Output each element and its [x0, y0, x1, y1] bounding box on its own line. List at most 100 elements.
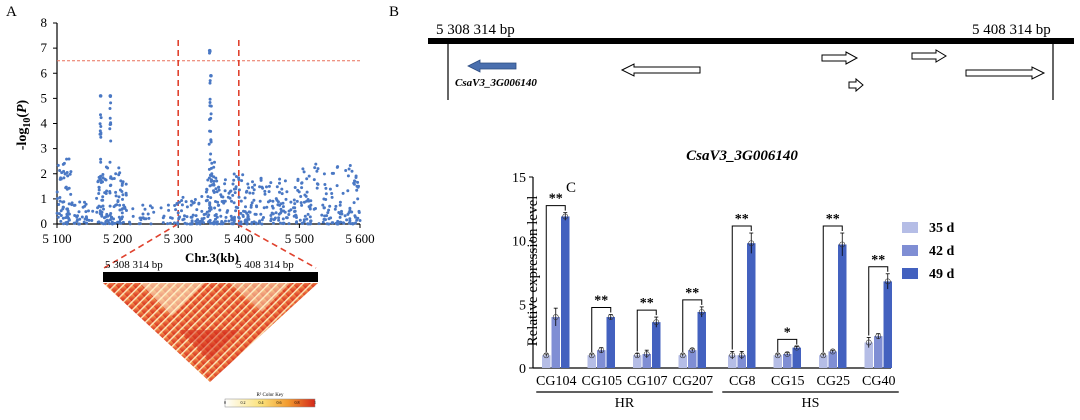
snp-point — [112, 217, 115, 221]
snp-point — [118, 171, 122, 175]
ld-dark-block — [180, 330, 240, 360]
snp-point — [180, 203, 184, 207]
snp-point — [142, 217, 146, 221]
bar — [542, 355, 551, 368]
snp-point — [212, 182, 216, 186]
snp-point — [303, 214, 307, 218]
snp-point — [104, 220, 108, 224]
snp-point — [279, 221, 282, 225]
snp-point — [296, 188, 300, 192]
snp-point — [322, 172, 326, 176]
snp-point — [123, 207, 127, 210]
snp-point — [354, 176, 358, 179]
snp-point — [70, 201, 74, 205]
snp-point — [234, 209, 238, 213]
snp-point — [162, 214, 166, 218]
snp-point — [216, 203, 220, 207]
replicate-point — [634, 352, 641, 359]
snp-point — [114, 190, 118, 194]
replicate-point — [562, 213, 569, 220]
replicate-point — [829, 348, 836, 355]
snp-point — [306, 222, 310, 226]
snp-point — [263, 189, 267, 193]
snp-point — [300, 221, 304, 225]
snp-point — [226, 195, 230, 199]
snp-point — [269, 219, 273, 223]
snp-point — [60, 171, 64, 175]
snp-point — [117, 215, 121, 219]
snp-point — [232, 220, 236, 224]
snp-point — [314, 207, 317, 210]
snp-point — [175, 202, 179, 206]
snp-point — [131, 214, 135, 218]
y-tick-label: 7 — [41, 40, 48, 55]
snp-point — [185, 215, 189, 219]
snp-point — [215, 190, 219, 194]
snp-point — [234, 205, 238, 209]
bar — [874, 336, 883, 368]
y-tick-label: 4 — [41, 116, 48, 131]
snp-point — [313, 166, 317, 170]
snp-point — [302, 218, 306, 222]
snp-point — [250, 222, 254, 226]
snp-point — [252, 220, 256, 224]
bar-category-labels: CG104 CG105 CG107 CG207 CG8 CG15 CG25 CG40 — [536, 374, 895, 389]
snp-point — [113, 221, 117, 225]
snp-point — [274, 197, 278, 201]
significance-label: ** — [735, 212, 749, 227]
snp-point — [141, 212, 145, 216]
group-label: HS — [802, 396, 820, 411]
snp-point — [208, 101, 212, 104]
snp-point — [96, 220, 100, 224]
snp-point — [104, 178, 108, 182]
snp-point — [209, 166, 213, 170]
snp-point — [55, 211, 59, 215]
snp-point — [277, 212, 281, 216]
snp-point — [84, 210, 88, 214]
snp-point — [243, 196, 247, 200]
bar-axes — [532, 177, 891, 369]
snp-point — [161, 221, 165, 225]
snp-point — [62, 222, 65, 226]
snp-point — [308, 215, 312, 219]
snp-point — [67, 186, 71, 190]
gene-arrow-forward-3 — [965, 66, 1046, 80]
color-key-tick: 0.6 — [277, 400, 282, 405]
snp-point — [231, 182, 235, 186]
snp-point — [65, 222, 69, 226]
snp-point — [354, 221, 357, 225]
snp-point — [300, 181, 304, 185]
gene-map-end-label: 5 408 314 bp — [972, 22, 1051, 38]
snp-point — [299, 201, 303, 205]
x-tick-label: 5 500 — [285, 231, 314, 246]
y-tick-label: 1 — [41, 191, 48, 206]
snp-point — [300, 203, 304, 207]
snp-point — [281, 217, 285, 221]
snp-point — [337, 211, 341, 214]
snp-point — [166, 203, 170, 207]
panel-c-label: C — [566, 180, 576, 196]
snp-point — [65, 171, 69, 174]
snp-point — [208, 79, 212, 83]
snp-point — [324, 186, 328, 190]
snp-point — [98, 122, 102, 126]
snp-point — [149, 222, 153, 226]
legend-swatch — [902, 222, 918, 233]
snp-point — [241, 173, 245, 177]
snp-point — [214, 213, 218, 216]
snp-point — [105, 189, 109, 193]
y-tick-label: 2 — [41, 166, 48, 181]
snp-point — [170, 216, 174, 220]
snp-point — [112, 205, 116, 209]
snp-point — [183, 214, 186, 218]
snp-point — [271, 221, 275, 225]
snp-point — [68, 172, 72, 176]
color-key-bar — [224, 398, 316, 408]
snp-point — [348, 206, 352, 210]
snp-point — [116, 199, 120, 203]
snp-point — [315, 186, 319, 190]
snp-point — [244, 218, 248, 222]
snp-point — [237, 216, 241, 220]
snp-point — [253, 183, 257, 187]
